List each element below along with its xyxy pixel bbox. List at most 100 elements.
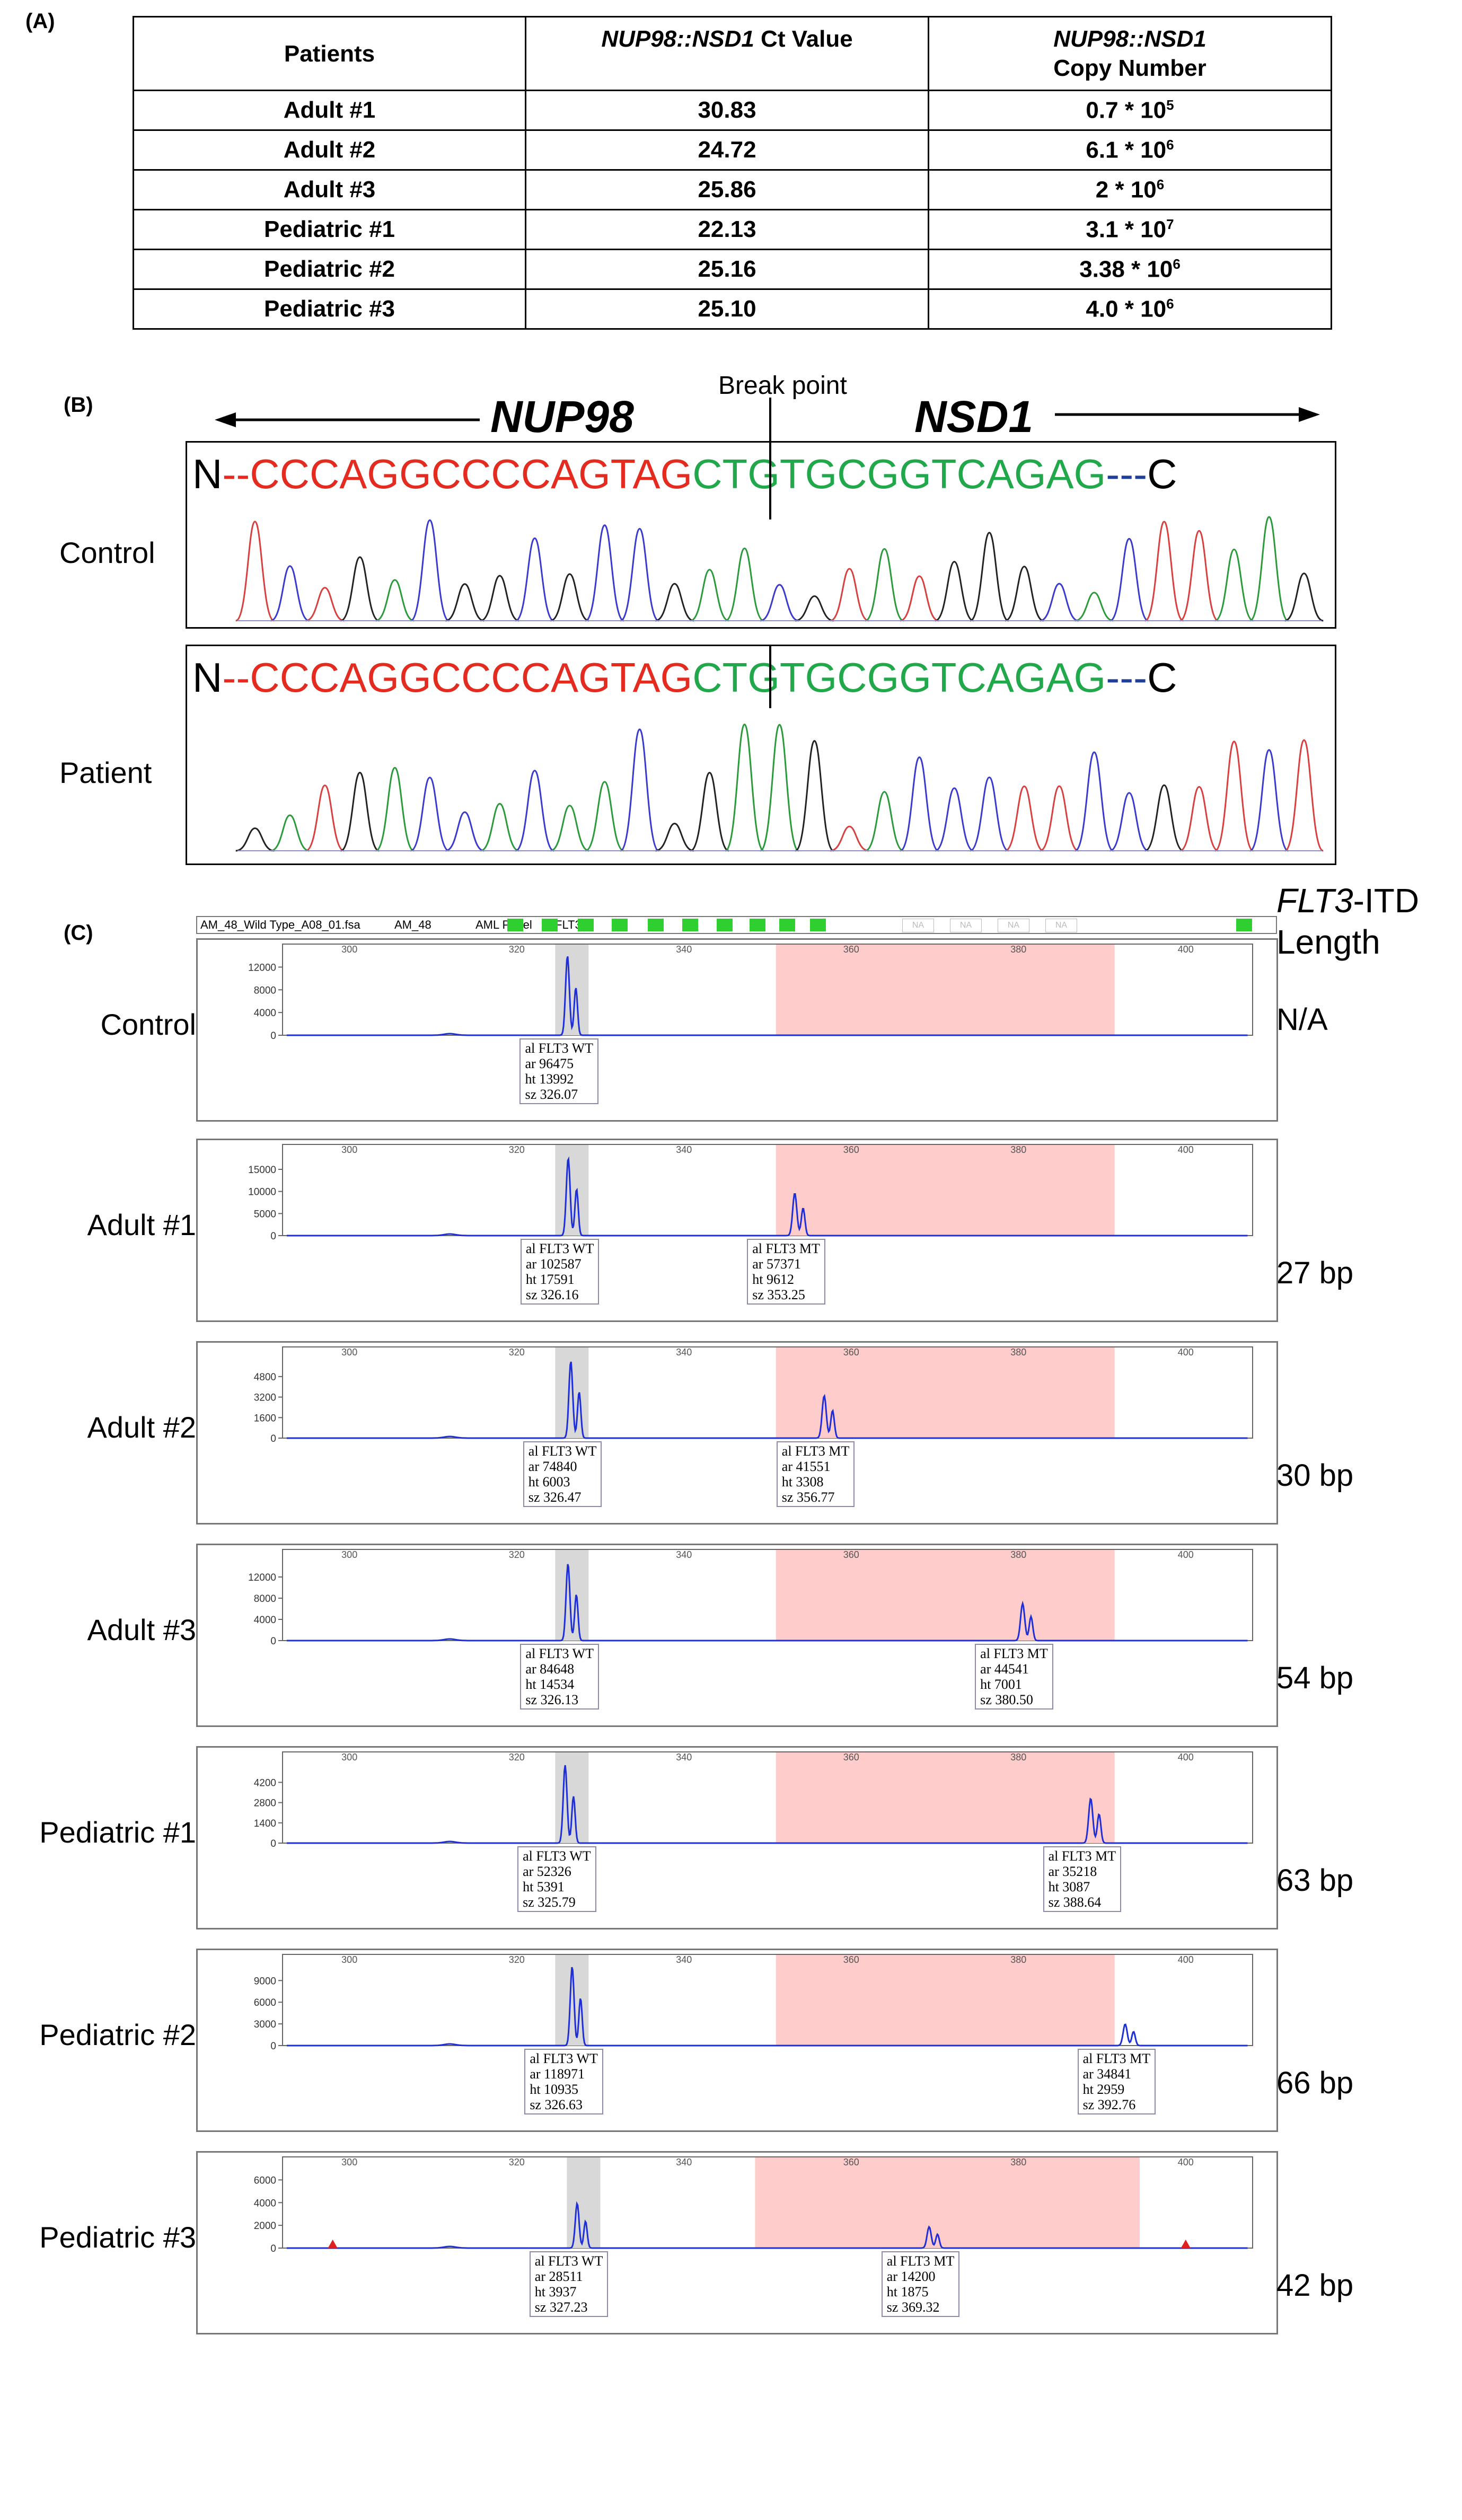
x-tick-label: 380 xyxy=(1010,2157,1026,2167)
chromatogram-peak xyxy=(340,771,380,852)
chromatogram-peak xyxy=(1144,784,1184,852)
chromatogram-peak xyxy=(1249,749,1289,852)
peak-annotation-mt: al FLT3 MT ar 34841 ht 2959 sz 392.76 xyxy=(1077,2049,1156,2114)
annotation-sz: sz 326.13 xyxy=(525,1692,579,1707)
y-tick-label: 5000 xyxy=(254,1209,276,1220)
annotation-ht: ht 5391 xyxy=(523,1879,565,1895)
header-copy-gene: NUP98::NSD1 xyxy=(1053,26,1206,52)
x-tick-label: 340 xyxy=(676,2157,692,2167)
x-tick-label: 400 xyxy=(1178,2157,1194,2167)
left-dashes: -- xyxy=(222,451,250,497)
sample-label: Adult #3 xyxy=(87,1613,197,1646)
header-status-cell xyxy=(507,919,523,931)
chromatogram-peak xyxy=(795,740,834,852)
x-tick-label: 400 xyxy=(1178,1144,1194,1155)
annotation-al: al FLT3 WT xyxy=(525,1646,594,1661)
cell-ct-value: 30.83 xyxy=(525,90,929,131)
chromatogram-peak xyxy=(340,556,380,622)
annotation-al: al FLT3 MT xyxy=(886,2253,955,2269)
fragment-analysis-panel: 300 320 340 360 380 400 0 4000 8000 12000 al FLT3 … xyxy=(196,938,1278,1122)
peak-annotation-wt: al FLT3 WT ar 96475 ht 13992 sz 326.07 xyxy=(519,1038,599,1104)
annotation-ht: ht 10935 xyxy=(530,2082,579,2097)
mt-bin xyxy=(776,1347,1115,1438)
y-tick-label: 2000 xyxy=(254,2221,276,2232)
x-tick-label: 320 xyxy=(509,1549,525,1560)
header-ct-gene: NUP98::NSD1 xyxy=(601,26,754,52)
chromatogram-peak xyxy=(585,524,624,622)
table-row: Adult #2 24.72 6.1 * 106 xyxy=(133,129,1332,171)
mt-bin xyxy=(776,1752,1115,1843)
y-tick-label: 0 xyxy=(270,1433,276,1444)
x-tick-label: 340 xyxy=(676,1144,692,1155)
annotation-ht: ht 3087 xyxy=(1048,1879,1090,1895)
y-tick-label: 0 xyxy=(270,1030,276,1042)
annotation-ar: ar 57371 xyxy=(752,1256,801,1272)
chromatogram-peak xyxy=(1109,792,1149,852)
cell-ct-value: 25.86 xyxy=(525,169,929,210)
x-tick-label: 340 xyxy=(676,944,692,955)
x-tick-label: 380 xyxy=(1010,944,1026,955)
annotation-sz: sz 327.23 xyxy=(534,2299,588,2315)
itd-length-value: N/A xyxy=(1276,1002,1328,1037)
itd-length-value: 66 bp xyxy=(1276,2066,1354,2100)
header-status-cell xyxy=(1236,919,1252,931)
itd-length-value: 30 bp xyxy=(1276,1458,1354,1493)
control-label: Control xyxy=(59,536,155,569)
nsd1-sequence: CTGTGCGGTCAGAG xyxy=(692,654,1106,701)
x-tick-label: 380 xyxy=(1010,1347,1026,1358)
copy-base: 3.1 * 10 xyxy=(1086,216,1167,243)
annotation-sz: sz 353.25 xyxy=(752,1287,805,1302)
x-tick-label: 380 xyxy=(1010,1752,1026,1763)
peak-annotation-mt: al FLT3 MT ar 14200 ht 1875 sz 369.32 xyxy=(881,2251,960,2317)
mt-bin xyxy=(755,2157,1140,2248)
break-point-line-control xyxy=(769,398,771,519)
chromatogram-peak xyxy=(515,770,554,852)
x-tick-label: 340 xyxy=(676,1549,692,1560)
header-copy-number: NUP98::NSD1 Copy Number xyxy=(928,16,1332,91)
wt-bin xyxy=(555,945,589,1035)
annotation-al: al FLT3 MT xyxy=(752,1241,820,1256)
chromatogram-peak xyxy=(865,791,904,852)
flt3-itd-text: -ITD xyxy=(1353,882,1420,920)
chromatogram-peak xyxy=(760,584,799,622)
copy-base: 4.0 * 10 xyxy=(1086,296,1167,322)
arrow-right-head xyxy=(1299,407,1320,422)
peak-annotation-wt: al FLT3 WT ar 28511 ht 3937 sz 327.23 xyxy=(529,2251,609,2317)
cell-patient: Pediatric #1 xyxy=(133,209,526,250)
signal-trace xyxy=(286,1765,1248,1844)
annotation-ht: ht 7001 xyxy=(980,1677,1022,1692)
x-tick-label: 400 xyxy=(1178,944,1194,955)
itd-length-value: 42 bp xyxy=(1276,2268,1354,2303)
chromatogram-peak xyxy=(970,532,1009,622)
annotation-ar: ar 44541 xyxy=(980,1661,1029,1677)
n-terminus: N xyxy=(192,451,223,497)
wt-bin xyxy=(555,1347,589,1438)
annotation-sz: sz 326.16 xyxy=(525,1287,579,1302)
x-tick-label: 340 xyxy=(676,1347,692,1358)
copy-exponent: 6 xyxy=(1166,295,1174,312)
x-tick-label: 360 xyxy=(843,1347,859,1358)
annotation-ar: ar 41551 xyxy=(781,1459,831,1474)
c-terminus: C xyxy=(1147,451,1177,497)
copy-exponent: 6 xyxy=(1166,136,1174,153)
arrow-left-head xyxy=(215,412,236,427)
chromatogram-peak xyxy=(235,827,275,852)
table-row: Adult #1 30.83 0.7 * 105 xyxy=(133,90,1332,131)
annotation-al: al FLT3 MT xyxy=(1082,2051,1151,2066)
x-tick-label: 360 xyxy=(843,1144,859,1155)
length-text: Length xyxy=(1276,923,1380,961)
nup98-sequence: CCCAGGCCCCAGTAG xyxy=(250,451,693,497)
chromatogram-peak xyxy=(1179,530,1219,622)
chromatogram-peak xyxy=(690,772,729,852)
annotation-sz: sz 356.77 xyxy=(781,1490,835,1505)
genemapper-header-bar: AM_48_Wild Type_A08_01.fsa AM_48 AML Pan… xyxy=(196,916,1277,934)
chromatogram-peak xyxy=(375,766,415,852)
chromatogram-peak xyxy=(1040,583,1079,622)
copy-exponent: 6 xyxy=(1156,176,1165,192)
annotation-sz: sz 388.64 xyxy=(1048,1895,1102,1910)
x-tick-label: 380 xyxy=(1010,1954,1026,1965)
annotation-sz: sz 326.07 xyxy=(525,1087,578,1102)
peak-annotation-mt: al FLT3 MT ar 41551 ht 3308 sz 356.77 xyxy=(776,1441,855,1507)
